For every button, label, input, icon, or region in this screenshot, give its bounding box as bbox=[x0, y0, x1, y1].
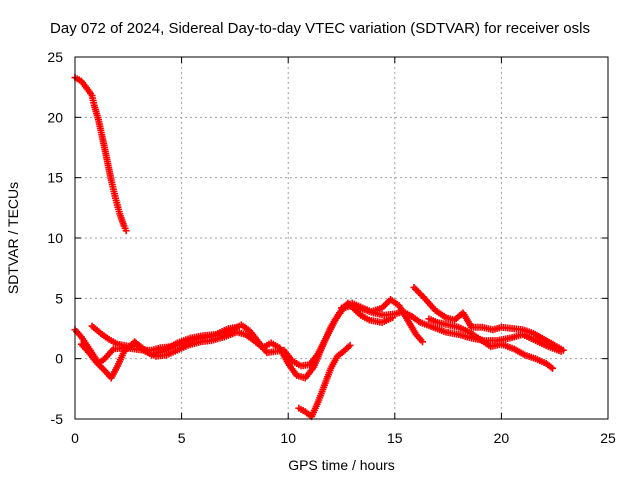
x-tick-label: 25 bbox=[600, 430, 616, 446]
series-track-mid-upper bbox=[338, 296, 427, 346]
ticks-layer: 0 5 10 15 20 25 -5 0 5 10 15 20 25 bbox=[47, 49, 616, 446]
plot-frame bbox=[74, 56, 609, 420]
y-tick-label: -5 bbox=[51, 411, 64, 427]
x-tick-label: 20 bbox=[494, 430, 510, 446]
x-axis-label: GPS time / hours bbox=[288, 457, 395, 473]
y-tick-label: 10 bbox=[47, 230, 63, 246]
x-tick-label: 0 bbox=[71, 430, 79, 446]
series-track-late-a bbox=[410, 283, 567, 354]
y-axis-label: SDTVAR / TECUs bbox=[5, 182, 21, 294]
x-tick-label: 5 bbox=[178, 430, 186, 446]
y-tick-label: 25 bbox=[47, 49, 63, 65]
data-point bbox=[389, 314, 397, 322]
chart-title: Day 072 of 2024, Sidereal Day-to-day VTE… bbox=[50, 20, 590, 37]
y-tick-label: 0 bbox=[55, 351, 63, 367]
series-track-early-low-b bbox=[77, 299, 397, 382]
series-track-dip-midday bbox=[295, 341, 354, 421]
series-track-early-high bbox=[71, 74, 130, 235]
x-tick-label: 15 bbox=[387, 430, 403, 446]
y-tick-label: 5 bbox=[55, 290, 63, 306]
y-tick-label: 20 bbox=[47, 109, 63, 125]
data-point bbox=[122, 227, 130, 235]
data-point bbox=[233, 323, 241, 331]
data-point bbox=[346, 341, 354, 349]
data-point bbox=[549, 364, 557, 372]
grid-layer bbox=[75, 57, 608, 419]
data-points-layer bbox=[71, 74, 567, 421]
data-point bbox=[419, 338, 427, 346]
y-tick-label: 15 bbox=[47, 170, 63, 186]
series-track-early-low-c bbox=[88, 322, 241, 359]
x-tick-label: 10 bbox=[280, 430, 296, 446]
series-track-late-b bbox=[425, 315, 557, 372]
data-point bbox=[559, 346, 567, 354]
